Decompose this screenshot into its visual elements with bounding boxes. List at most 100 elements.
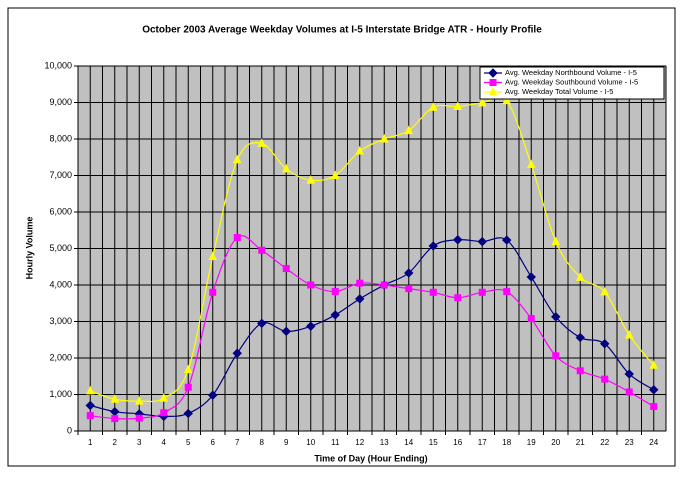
data-point (110, 394, 120, 403)
y-tick-label: 5,000 (49, 243, 72, 253)
data-point (551, 236, 561, 246)
data-point (281, 163, 291, 173)
x-tick-label: 23 (625, 438, 634, 447)
x-tick-label: 19 (527, 438, 536, 447)
x-tick-label: 5 (186, 438, 191, 447)
data-point (233, 234, 241, 242)
x-tick-label: 15 (429, 438, 438, 447)
data-point (111, 415, 119, 423)
x-tick-label: 7 (235, 438, 240, 447)
legend-marker (489, 79, 497, 86)
y-tick-label: 10,000 (44, 60, 72, 70)
data-point (575, 272, 585, 281)
chart-title: October 2003 Average Weekday Volumes at … (142, 25, 542, 36)
data-point (600, 286, 610, 296)
data-point (379, 133, 389, 143)
data-point (526, 272, 536, 282)
data-point (209, 288, 217, 296)
data-point (600, 339, 610, 349)
x-tick-label: 3 (137, 438, 142, 447)
y-tick-label: 1,000 (49, 389, 72, 399)
data-point (134, 395, 144, 405)
legend-label: Avg. Weekday Northbound Volume - I-5 (505, 68, 637, 77)
x-tick-label: 13 (380, 438, 389, 447)
data-point (526, 159, 536, 169)
legend-label: Avg. Weekday Southbound Volume - I-5 (505, 77, 638, 86)
data-point (453, 101, 463, 111)
y-tick-label: 6,000 (49, 206, 72, 216)
x-tick-label: 10 (306, 438, 315, 447)
data-point (258, 246, 266, 254)
data-point (502, 95, 512, 105)
x-tick-label: 21 (576, 438, 585, 447)
legend-marker (488, 68, 498, 78)
data-point (502, 235, 512, 245)
x-tick-label: 6 (211, 438, 216, 447)
y-axis-label: Hourly Volume (24, 217, 34, 280)
data-point (257, 318, 267, 329)
data-point (282, 265, 290, 273)
y-tick-label: 2,000 (49, 352, 72, 362)
data-point (232, 154, 242, 164)
data-point (160, 409, 168, 417)
data-point (306, 321, 316, 331)
data-point (404, 268, 414, 278)
data-point (356, 279, 364, 287)
y-tick-label: 3,000 (49, 316, 72, 326)
x-tick-label: 24 (649, 438, 658, 447)
x-tick-label: 4 (162, 438, 167, 447)
data-point (428, 241, 438, 251)
data-point (135, 414, 143, 422)
data-point (330, 170, 340, 179)
data-point (575, 332, 585, 343)
y-tick-label: 8,000 (49, 133, 72, 143)
y-tick-label: 4,000 (49, 279, 72, 289)
x-tick-label: 20 (551, 438, 560, 447)
data-point (85, 400, 95, 411)
data-point (404, 125, 414, 135)
data-point (184, 383, 192, 391)
data-point (183, 408, 193, 419)
data-point (307, 281, 315, 289)
data-point (429, 288, 437, 296)
x-tick-label: 14 (404, 438, 413, 447)
data-point (650, 403, 658, 411)
data-point (330, 310, 340, 320)
x-tick-label: 2 (113, 438, 118, 447)
data-point (477, 97, 487, 107)
data-point (86, 412, 94, 420)
data-point (649, 360, 659, 369)
x-tick-label: 12 (355, 438, 364, 447)
data-point (551, 312, 561, 322)
data-point (355, 294, 365, 304)
y-tick-label: 9,000 (49, 97, 72, 107)
data-point (380, 281, 388, 289)
data-point (454, 294, 462, 302)
data-point (624, 329, 634, 339)
legend (479, 66, 665, 100)
x-tick-label: 1 (88, 438, 93, 447)
data-point (159, 393, 169, 402)
x-tick-label: 9 (284, 438, 289, 447)
data-point (257, 138, 267, 147)
data-point (625, 388, 633, 396)
x-tick-label: 17 (478, 438, 487, 447)
legend-marker (488, 86, 498, 96)
data-point (503, 288, 511, 296)
x-tick-label: 8 (260, 438, 265, 447)
x-tick-label: 22 (600, 438, 609, 447)
data-point (428, 102, 438, 111)
data-point (552, 352, 560, 360)
data-point (453, 235, 463, 245)
data-point (208, 251, 218, 261)
data-point (527, 315, 535, 323)
data-point (576, 367, 584, 375)
data-point (478, 288, 486, 296)
data-point (281, 326, 291, 337)
x-tick-label: 16 (453, 438, 462, 447)
data-point (183, 364, 193, 374)
data-point (331, 288, 339, 296)
data-point (405, 285, 413, 293)
data-point (601, 375, 609, 383)
